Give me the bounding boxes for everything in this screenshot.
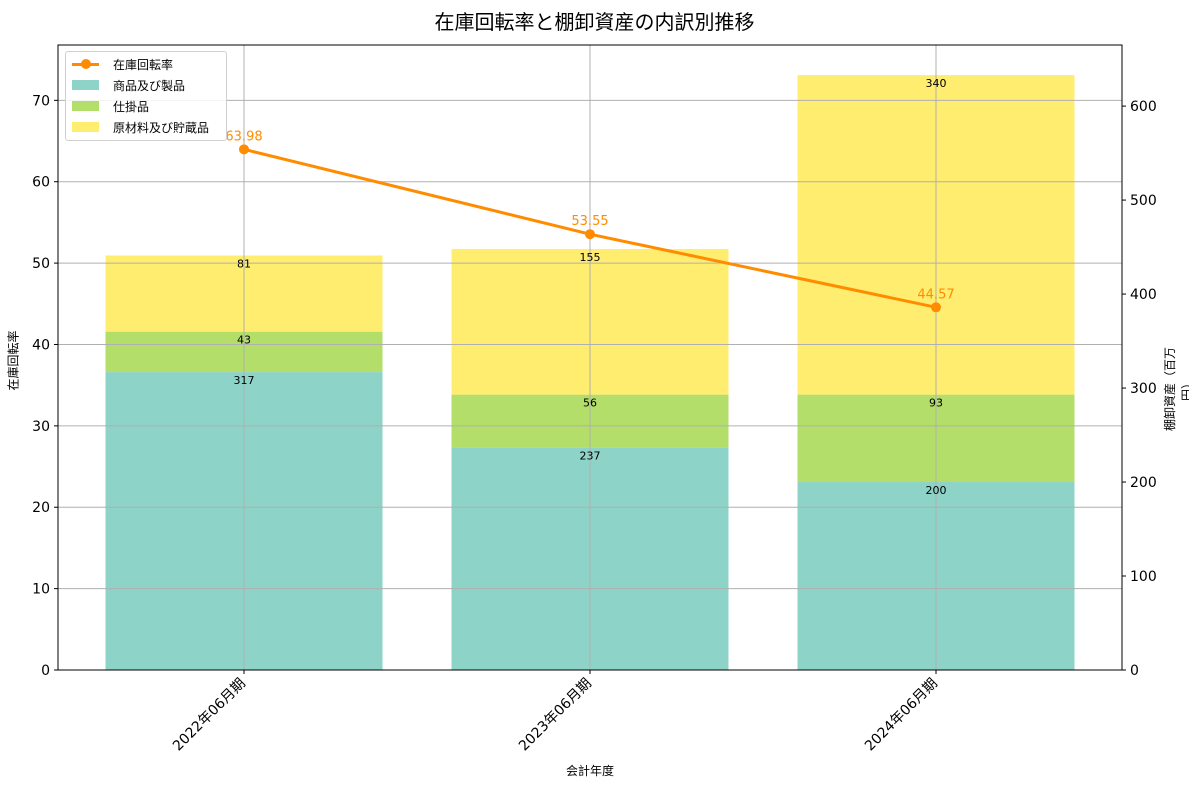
- turnover-value-label: 44.57: [917, 287, 954, 302]
- bar-value-label: 93: [929, 397, 943, 410]
- turnover-point: [931, 302, 941, 313]
- legend-item-turnover: 在庫回転率: [72, 55, 173, 73]
- y-left-tick-label: 50: [32, 256, 50, 272]
- x-tick-label: 2024年06月期: [862, 676, 941, 755]
- legend: 在庫回転率 商品及び製品 仕掛品 原材料及び貯蔵品: [65, 51, 227, 141]
- y-left-tick-label: 20: [32, 500, 50, 516]
- bar-value-label: 317: [234, 374, 255, 387]
- bar-value-label: 155: [580, 251, 601, 264]
- turnover-point: [585, 229, 595, 240]
- bar-value-label: 43: [237, 334, 251, 347]
- y-right-tick-label: 400: [1130, 287, 1157, 303]
- swatch-icon: [72, 101, 99, 111]
- bar-value-label: 81: [237, 258, 251, 271]
- turnover-value-label: 53.55: [571, 214, 608, 229]
- bar-value-label: 56: [583, 397, 597, 410]
- swatch-icon: [72, 122, 99, 132]
- y-left-tick-label: 30: [32, 419, 50, 435]
- swatch-icon: [72, 80, 99, 90]
- y-right-tick-label: 300: [1130, 381, 1157, 397]
- y-right-tick-label: 200: [1130, 475, 1157, 491]
- y-left-tick-label: 0: [41, 663, 50, 679]
- legend-item-products: 商品及び製品: [72, 76, 185, 94]
- bar-value-label: 200: [926, 484, 947, 497]
- x-tick-label: 2023年06月期: [516, 676, 595, 755]
- y-right-tick-label: 500: [1130, 193, 1157, 209]
- y-left-tick-label: 70: [32, 93, 50, 109]
- legend-item-materials: 原材料及び貯蔵品: [72, 118, 209, 136]
- bar-value-label: 340: [926, 77, 947, 90]
- x-tick-label: 2022年06月期: [170, 676, 249, 755]
- legend-item-wip: 仕掛品: [72, 97, 149, 115]
- y-left-tick-label: 60: [32, 175, 50, 191]
- y-right-tick-label: 600: [1130, 99, 1157, 115]
- chart-title: 在庫回転率と棚卸資産の内訳別推移: [434, 10, 755, 34]
- y-left-tick-label: 10: [32, 582, 50, 598]
- y-axis-left-label: 在庫回転率: [6, 330, 21, 391]
- x-axis-label: 会計年度: [565, 764, 614, 778]
- turnover-point: [239, 144, 249, 155]
- bar-value-label: 237: [580, 449, 601, 462]
- line-marker-icon: [72, 58, 99, 69]
- turnover-value-label: 63.98: [225, 129, 262, 144]
- y-right-tick-label: 0: [1130, 663, 1139, 679]
- y-right-tick-label: 100: [1130, 569, 1157, 585]
- y-left-tick-label: 40: [32, 337, 50, 353]
- y-axis-right-label: 棚卸資産（百万円）: [1163, 347, 1189, 432]
